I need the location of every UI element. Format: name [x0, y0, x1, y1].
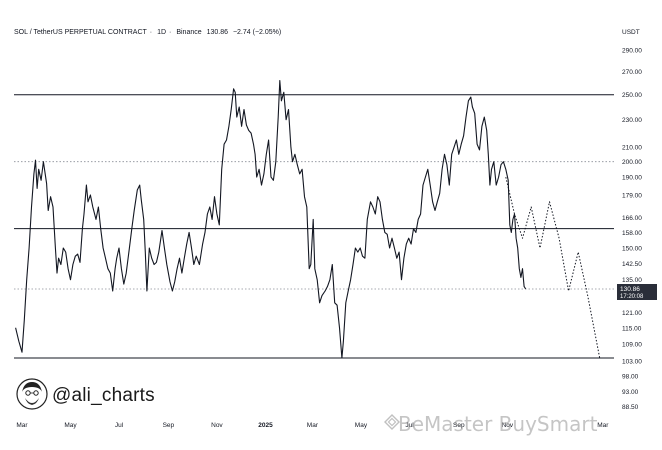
y-tick-label: 93.00	[622, 389, 639, 396]
symbol-name: SOL / TetherUS PERPETUAL CONTRACT	[14, 29, 147, 36]
y-tick-label: 200.00	[622, 159, 642, 166]
y-tick-label: 230.00	[622, 117, 642, 124]
projection-path	[505, 176, 601, 359]
avatar	[16, 378, 48, 410]
y-tick-label: 135.00	[622, 277, 642, 284]
x-tick-label: Sep	[453, 422, 465, 429]
author-handle: @ali_charts	[52, 385, 155, 406]
price-line	[15, 80, 527, 359]
exchange-name: Binance	[176, 29, 202, 36]
y-tick-label: 98.00	[622, 373, 639, 380]
time-axis: Mar May Jul Sep Nov 2025 Mar May Jul Sep Nov Mar	[16, 422, 609, 429]
y-tick-label: 103.00	[622, 358, 642, 365]
x-tick-label: Jul	[405, 422, 414, 429]
support-resistance-levels	[14, 94, 614, 359]
price-tag-countdown: 17:20:08	[620, 294, 644, 300]
current-price-tag: 130.86 17:20:08	[617, 284, 657, 300]
y-tick-label: 158.00	[622, 230, 642, 237]
price-change: −2.74 (−2.05%)	[232, 29, 282, 36]
y-tick-label: 179.00	[622, 192, 642, 199]
price-series	[15, 80, 601, 359]
x-tick-label: Nov	[502, 422, 514, 429]
price-axis: 290.00 270.00 250.00 230.00 210.00 200.00 190.…	[622, 48, 642, 411]
y-tick-label: 109.00	[622, 341, 642, 348]
y-tick-label: 210.00	[622, 145, 642, 152]
y-tick-label: 88.50	[622, 404, 639, 411]
x-tick-label: 2025	[258, 422, 273, 429]
x-tick-label: Sep	[163, 422, 175, 429]
y-tick-label: 166.00	[622, 215, 642, 222]
x-tick-label: Mar	[597, 422, 609, 429]
y-tick-label: 150.00	[622, 246, 642, 253]
currency-label: USDT	[622, 29, 640, 36]
interval: 1D	[157, 29, 167, 36]
x-tick-label: Mar	[16, 422, 28, 429]
x-tick-label: Nov	[211, 422, 223, 429]
x-tick-label: May	[64, 422, 77, 429]
price-tag-bg	[617, 284, 657, 300]
y-tick-label: 270.00	[622, 69, 642, 76]
x-tick-label: May	[355, 422, 368, 429]
x-tick-label: Mar	[307, 422, 319, 429]
price-tag-value: 130.86	[620, 286, 640, 293]
y-tick-label: 115.00	[622, 325, 642, 332]
last-price: 130.86	[206, 29, 228, 36]
y-tick-label: 250.00	[622, 92, 642, 99]
y-tick-label: 190.00	[622, 175, 642, 182]
y-tick-label: 142.50	[622, 261, 642, 268]
y-tick-label: 290.00	[622, 48, 642, 55]
watermark-logo-icon	[384, 414, 400, 430]
y-tick-label: 121.00	[622, 310, 642, 317]
watermark-text: BeMaster BuySmart	[398, 412, 598, 436]
chart-header: SOL / TetherUS PERPETUAL CONTRACT · 1D · B…	[14, 29, 282, 36]
x-tick-label: Jul	[115, 422, 124, 429]
